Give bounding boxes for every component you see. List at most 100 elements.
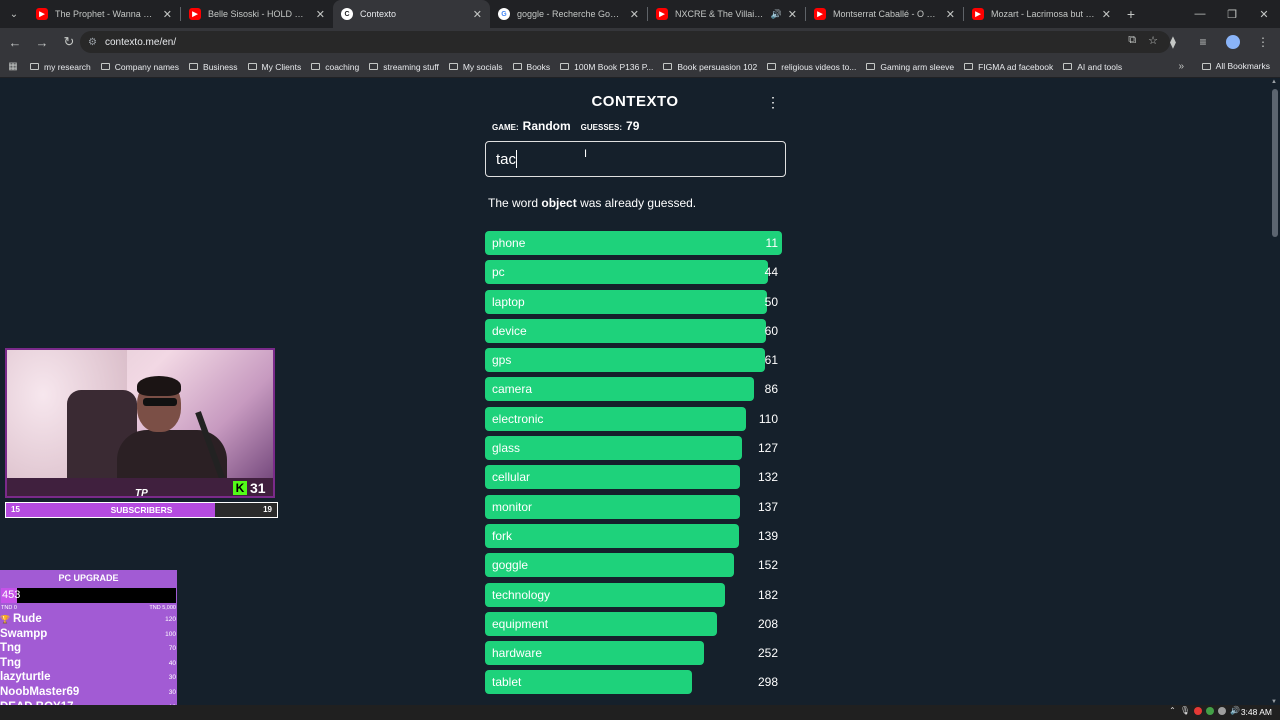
menu-icon[interactable]: ⋮ [1257, 35, 1269, 49]
media-icon[interactable]: ≡ [1199, 35, 1207, 49]
bookmark-folder[interactable]: 100M Book P136 P... [560, 62, 653, 72]
recording-icon[interactable] [1194, 706, 1203, 715]
youtube-icon: ▶ [656, 8, 668, 20]
donor-name-text: Rude [12, 613, 42, 625]
guess-word: tablet [492, 675, 522, 690]
bookmark-folder[interactable]: my research [30, 62, 91, 72]
volume-icon[interactable]: 🔊 [1230, 706, 1240, 715]
chevron-right-icon[interactable]: » [1178, 61, 1184, 72]
new-tab-button[interactable]: + [1126, 6, 1136, 22]
tab-belle-sisoski[interactable]: ▶ Belle Sisoski - HOLD ON (Offici... ✕ [181, 0, 333, 28]
profile-avatar[interactable] [1222, 30, 1244, 54]
bookmark-label: coaching [325, 61, 360, 72]
folder-icon [1201, 62, 1211, 70]
close-icon[interactable]: ✕ [315, 8, 325, 21]
guess-similarity-bar [485, 348, 765, 373]
donor-list: 🏆 Rude 120 Swampp 100 Tng 70 Tng 40 lazyturtle 30 N… [0, 613, 177, 715]
guess-input[interactable] [485, 141, 786, 177]
youtube-icon: ▶ [814, 8, 826, 20]
page-scrollbar[interactable]: ▲ ▼ [1270, 79, 1280, 705]
bookmark-folder[interactable]: Gaming arm sleeve [866, 62, 954, 72]
message-prefix: The word [488, 196, 539, 210]
tab-the-prophet[interactable]: ▶ The Prophet - Wanna Play - Yo... ✕ [28, 0, 180, 28]
close-icon[interactable]: ✕ [629, 8, 639, 21]
donor-row: Swampp 100 [0, 628, 177, 643]
chevron-up-icon[interactable]: ⌃ [1169, 706, 1176, 715]
apps-grid-icon[interactable]: ▦ [8, 61, 18, 72]
bookmark-folder[interactable]: My socials [448, 61, 503, 72]
all-bookmarks-button[interactable]: All Bookmarks [1201, 61, 1270, 71]
bookmark-folder[interactable]: religious videos to... [767, 62, 856, 72]
donor-amount: 120 [165, 616, 176, 623]
tab-title: goggle - Recherche Google [517, 9, 624, 19]
microphone-icon[interactable]: 🎙 [1179, 706, 1191, 715]
tab-mozart[interactable]: ▶ Mozart - Lacrimosa but human... ✕ [964, 0, 1119, 28]
guess-word: pc [492, 265, 505, 280]
toolbar-actions: ⧫ ≡ ⋮ [1162, 30, 1274, 54]
bookmark-folder[interactable]: Book persuasion 102 [663, 62, 757, 72]
bookmark-folder[interactable]: FIGMA ad facebook [964, 62, 1053, 72]
app-tray-icon[interactable] [1206, 706, 1215, 715]
folder-icon [448, 63, 458, 70]
restore-icon[interactable]: ❐ [1227, 8, 1237, 21]
tab-search-icon[interactable]: ⌄ [9, 8, 19, 20]
folder-icon [100, 63, 110, 70]
network-icon[interactable] [1218, 706, 1227, 715]
tab-title: Belle Sisoski - HOLD ON (Offici... [208, 9, 310, 19]
bookmark-folder[interactable]: Books [512, 62, 550, 72]
bookmark-folder[interactable]: Company names [100, 62, 179, 72]
close-icon[interactable]: ✕ [945, 8, 955, 21]
already-guessed-message: The word object was already guessed. [488, 196, 696, 210]
system-clock[interactable]: 3:48 AM [1240, 707, 1272, 717]
bookmark-folder[interactable]: AI and tools [1063, 62, 1122, 72]
address-bar[interactable]: ⚙ contexto.me/en/ ⧉ ☆ [80, 31, 1170, 53]
close-icon[interactable]: ✕ [787, 8, 797, 21]
tab-montserrat[interactable]: ▶ Montserrat Caballé - O mio bab... ✕ [806, 0, 963, 28]
guess-similarity-bar [485, 406, 746, 431]
extensions-icon[interactable]: ⧫ [1170, 35, 1176, 49]
tab-nxcre[interactable]: ▶ NXCRE & The Villains - IND... 🔊 ✕ [648, 0, 805, 28]
url-text[interactable]: contexto.me/en/ [104, 36, 177, 48]
speaker-icon[interactable]: 🔊 [770, 8, 782, 19]
tab-goggle-search[interactable]: G goggle - Recherche Google ✕ [490, 0, 647, 28]
close-icon[interactable]: ✕ [1101, 8, 1111, 21]
tab-title: Contexto [360, 9, 397, 19]
install-app-icon[interactable]: ⧉ [1128, 34, 1137, 46]
donor-name: Tng [0, 642, 21, 654]
guess-similarity-bar [485, 318, 766, 343]
bookmark-label: My socials [462, 61, 503, 72]
scroll-up-icon[interactable]: ▲ [1271, 79, 1277, 85]
bookmark-star-icon[interactable]: ☆ [1148, 35, 1158, 47]
donor-amount: 30 [168, 688, 176, 696]
guess-row: camera 86 [485, 377, 782, 402]
subscriber-goal-bar: 15 SUBSCRIBERS 19 [5, 502, 278, 518]
scrollbar-thumb[interactable] [1272, 89, 1278, 237]
donation-progress-bar: 453 [1, 588, 176, 603]
tab-divider [805, 7, 806, 21]
more-options-icon[interactable]: ⋮ [766, 94, 780, 110]
close-window-icon[interactable]: ✕ [1259, 8, 1269, 21]
guess-similarity-bar [485, 465, 740, 490]
guess-row: pc 44 [485, 260, 782, 285]
close-icon[interactable]: ✕ [162, 8, 172, 21]
bookmark-folder[interactable]: streaming stuff [369, 62, 439, 72]
minimize-icon[interactable]: — [1194, 8, 1206, 20]
bookmark-folder[interactable]: My Clients [247, 62, 301, 72]
back-icon[interactable]: ← [8, 34, 22, 50]
os-taskbar: ⌃ 🎙 🔊 3:48 AM [0, 705, 1280, 720]
bookmark-folder[interactable]: coaching [311, 62, 359, 72]
donor-row: 🏆 Rude 120 [0, 613, 177, 628]
donor-amount: 70 [168, 645, 176, 653]
donor-name: lazyturtle [0, 671, 51, 683]
bookmark-label: streaming stuff [383, 61, 439, 72]
bookmark-folder[interactable]: Business [189, 62, 238, 72]
scroll-down-icon[interactable]: ▼ [1271, 699, 1277, 705]
folder-icon [767, 63, 777, 70]
tab-contexto[interactable]: C Contexto ✕ [333, 0, 490, 28]
site-info-icon[interactable]: ⚙ [88, 36, 97, 48]
close-icon[interactable]: ✕ [472, 8, 482, 21]
guess-row: tablet 298 [485, 670, 782, 695]
forward-icon[interactable]: → [35, 34, 49, 50]
guess-row: cellular 132 [485, 465, 782, 490]
reload-icon[interactable]: ↻ [63, 34, 75, 49]
